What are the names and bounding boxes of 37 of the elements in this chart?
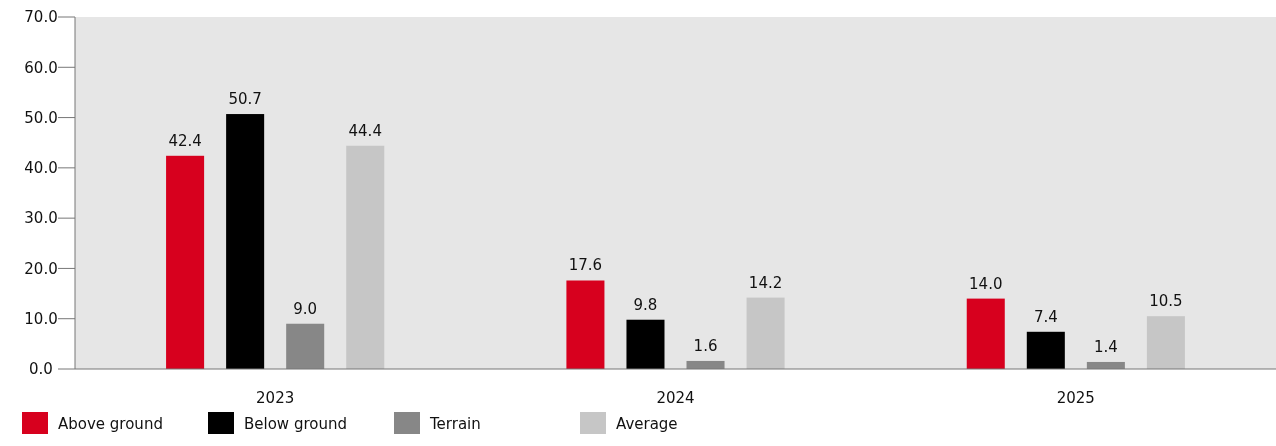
bar [346, 145, 385, 369]
legend-label: Average [616, 415, 678, 433]
bar [1026, 331, 1065, 369]
bar [566, 280, 605, 369]
x-tick-label: 2025 [1056, 389, 1095, 407]
bar [746, 297, 785, 369]
data-label: 42.4 [168, 131, 202, 150]
x-tick-label: 2023 [256, 389, 295, 407]
legend-label: Above ground [58, 415, 163, 433]
y-tick-label: 70.0 [24, 8, 58, 27]
bar [966, 298, 1005, 369]
y-tick-label: 10.0 [24, 309, 58, 328]
bar [286, 323, 325, 369]
data-label: 50.7 [228, 90, 262, 109]
y-tick-label: 20.0 [24, 259, 58, 278]
y-tick-label: 30.0 [24, 209, 58, 228]
bar [226, 114, 265, 369]
y-tick-label: 60.0 [24, 58, 58, 77]
data-label: 1.4 [1093, 337, 1118, 356]
x-tick-label: 2024 [656, 389, 695, 407]
data-label: 14.0 [969, 274, 1003, 293]
bar [626, 319, 665, 369]
data-label: 1.6 [693, 336, 718, 355]
data-label: 7.4 [1033, 307, 1058, 326]
bar [1146, 316, 1185, 369]
bar [166, 155, 205, 369]
y-tick-label: 50.0 [24, 108, 58, 127]
data-label: 10.5 [1149, 292, 1183, 311]
legend-label: Terrain [429, 415, 481, 433]
data-label: 17.6 [568, 256, 603, 275]
data-label: 44.4 [348, 121, 382, 140]
data-label: 14.2 [748, 273, 783, 292]
data-label: 9.0 [293, 299, 318, 318]
legend-label: Below ground [244, 415, 347, 433]
data-label: 9.8 [633, 295, 658, 314]
y-tick-label: 40.0 [24, 159, 58, 178]
y-tick-label: 0.0 [29, 360, 53, 379]
